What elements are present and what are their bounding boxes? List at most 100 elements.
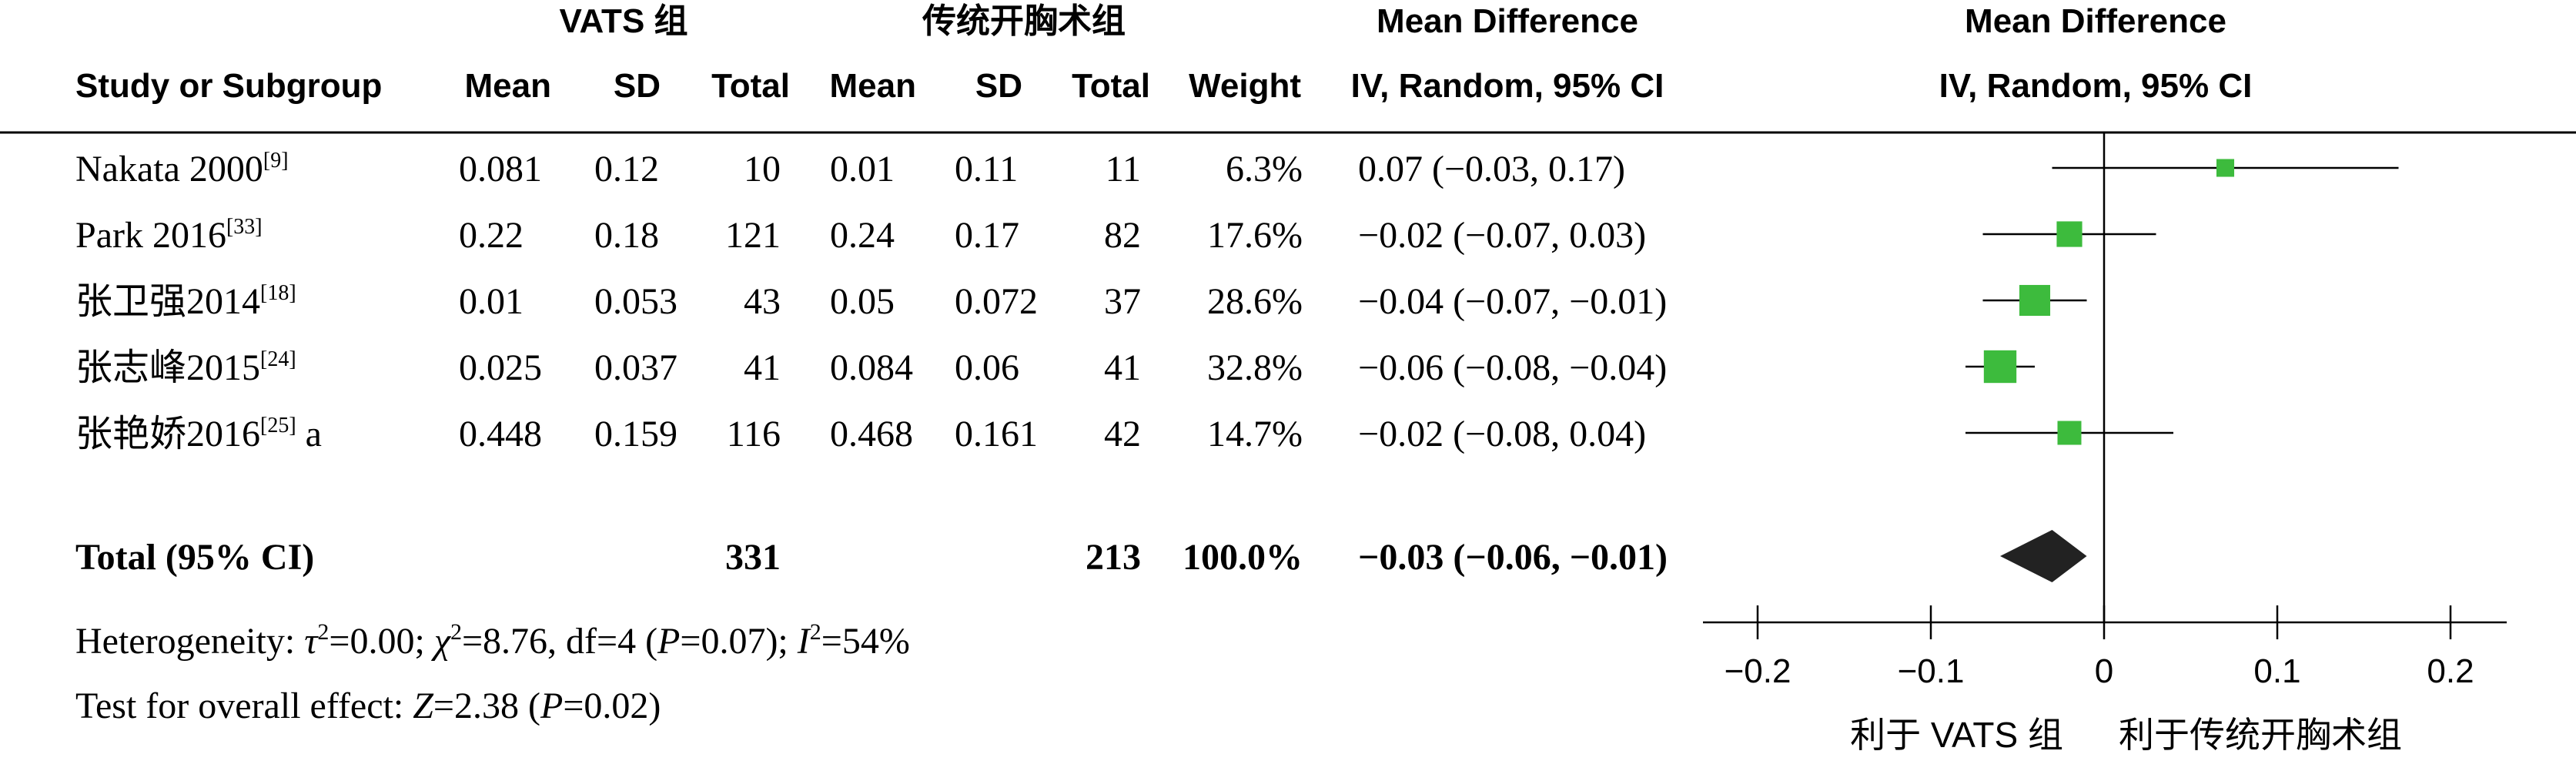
study-name: 张志峰2015[24]	[75, 347, 296, 388]
study-reference: [24]	[260, 347, 296, 371]
overall-effect-text: Test for overall effect: Z=2.38 (P=0.02)	[75, 686, 661, 726]
favours-left: 利于 VATS 组	[1850, 715, 2063, 755]
x-tick-label: 0.2	[2427, 652, 2474, 690]
group2-header: 传统开胸术组	[922, 2, 1126, 40]
sd-vats: 0.053	[594, 281, 677, 322]
plot-title: Mean Difference	[1965, 2, 2226, 40]
total-vats: 43	[744, 281, 781, 322]
study-weight: 17.6%	[1207, 215, 1303, 256]
mean-vats: 0.025	[459, 347, 542, 388]
i-symbol: I	[797, 621, 811, 662]
mean-open: 0.084	[830, 347, 913, 388]
study-suffix: a	[296, 414, 322, 454]
study-weight: 28.6%	[1207, 281, 1303, 322]
study-reference: [33]	[226, 215, 263, 239]
x-tick-label: −0.1	[1898, 652, 1965, 690]
total-vats: 121	[725, 215, 781, 256]
effect-square	[2019, 284, 2051, 317]
total-vats-sum: 331	[725, 537, 781, 578]
total-open: 37	[1104, 281, 1141, 322]
total-ci: −0.03 (−0.06, −0.01)	[1358, 537, 1668, 578]
pooled-diamond	[2000, 530, 2087, 582]
tau-value: =0.00;	[329, 621, 433, 662]
total-open: 11	[1106, 149, 1141, 189]
p1-symbol: P	[657, 621, 680, 662]
study-weight: 6.3%	[1226, 149, 1303, 189]
study-ci: 0.07 (−0.03, 0.17)	[1358, 149, 1625, 189]
col-mean1: Mean	[465, 67, 551, 105]
study-row: 张志峰2015[24] 0.025 0.037 41 0.084 0.06 41 32.8% −…	[75, 347, 1667, 388]
overall-prefix: Test for overall effect:	[75, 686, 413, 726]
sd-vats: 0.037	[594, 347, 677, 388]
sd-open: 0.06	[955, 347, 1019, 388]
md-title: Mean Difference	[1377, 2, 1638, 40]
total-row: Total (95% CI) 331 213 100.0% −0.03 (−0.06, …	[75, 537, 1668, 578]
col-study: Study or Subgroup	[75, 67, 382, 105]
col-sd1: SD	[614, 67, 661, 105]
chi-sup: 2	[450, 619, 462, 645]
total-open-sum: 213	[1086, 537, 1141, 578]
effect-square	[2057, 421, 2082, 445]
effect-square	[1983, 350, 2017, 384]
x-tick-label: −0.2	[1725, 652, 1791, 690]
tau-symbol: τ	[304, 621, 319, 662]
mean-open: 0.05	[830, 281, 895, 322]
study-row: Nakata 2000[9] 0.081 0.12 10 0.01 0.11 11 6.3% 0…	[75, 149, 1625, 189]
study-name-text: 张艳娇2016	[75, 414, 260, 454]
p1-value: =0.07);	[680, 621, 797, 662]
mean-open: 0.01	[830, 149, 895, 189]
study-ci: −0.04 (−0.07, −0.01)	[1358, 281, 1667, 322]
total-open: 82	[1104, 215, 1141, 256]
mean-vats: 0.081	[459, 149, 542, 189]
sd-vats: 0.159	[594, 414, 677, 454]
i-sup: 2	[810, 619, 821, 645]
plot-method: IV, Random, 95% CI	[1939, 67, 2253, 105]
mean-vats: 0.22	[459, 215, 524, 256]
total-vats: 116	[727, 414, 781, 454]
total-vats: 41	[744, 347, 781, 388]
col-mean2: Mean	[830, 67, 916, 105]
study-ci: −0.06 (−0.08, −0.04)	[1358, 347, 1667, 388]
col-sd2: SD	[975, 67, 1022, 105]
x-tick-label: 0	[2095, 652, 2113, 690]
sd-open: 0.072	[955, 281, 1038, 322]
col-total1: Total	[711, 67, 790, 105]
i-value: =54%	[821, 621, 910, 662]
p2-symbol: P	[540, 686, 563, 726]
study-weight: 32.8%	[1207, 347, 1303, 388]
x-tick-label: 0.1	[2253, 652, 2300, 690]
study-name: Nakata 2000[9]	[75, 149, 289, 189]
z-value: =2.38 (	[433, 686, 540, 726]
sd-vats: 0.18	[594, 215, 659, 256]
mean-vats: 0.448	[459, 414, 542, 454]
study-rows: Nakata 2000[9] 0.081 0.12 10 0.01 0.11 11 6.3% 0…	[75, 149, 1668, 578]
study-name-text: 张志峰2015	[75, 347, 260, 388]
study-reference: [25]	[260, 414, 296, 437]
study-name-text: Park 2016	[75, 215, 226, 256]
p2-value: =0.02)	[563, 686, 661, 726]
total-weight: 100.0%	[1183, 537, 1303, 578]
mean-vats: 0.01	[459, 281, 524, 322]
study-reference: [9]	[263, 149, 289, 173]
sd-open: 0.17	[955, 215, 1019, 256]
tau-sup: 2	[317, 619, 329, 645]
chi-symbol: χ	[431, 621, 452, 662]
z-symbol: Z	[413, 686, 434, 726]
total-vats: 10	[744, 149, 781, 189]
study-weight: 14.7%	[1207, 414, 1303, 454]
total-open: 41	[1104, 347, 1141, 388]
study-name-text: 张卫强2014	[75, 281, 260, 322]
mean-open: 0.468	[830, 414, 913, 454]
forest-plot-area: −0.2 −0.1 0 0.1 0.2	[1703, 132, 2507, 690]
study-name: 张卫强2014[18]	[75, 281, 296, 322]
study-row: Park 2016[33] 0.22 0.18 121 0.24 0.17 82 17.6% −…	[75, 215, 1646, 256]
effect-square	[2056, 221, 2083, 247]
study-ci: −0.02 (−0.07, 0.03)	[1358, 215, 1646, 256]
effect-square	[2216, 159, 2235, 177]
total-label: Total (95% CI)	[75, 537, 314, 578]
mean-open: 0.24	[830, 215, 895, 256]
col-weight: Weight	[1189, 67, 1301, 105]
study-name: 张艳娇2016[25] a	[75, 414, 322, 454]
study-reference: [18]	[260, 281, 296, 305]
